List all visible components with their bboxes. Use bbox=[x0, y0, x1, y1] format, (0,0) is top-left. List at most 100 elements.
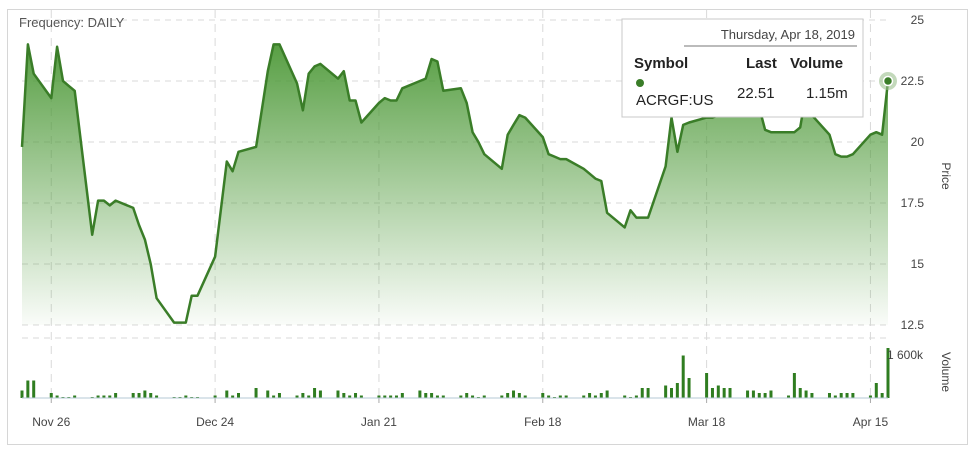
volume-bar bbox=[108, 395, 112, 398]
volume-bar bbox=[301, 393, 305, 398]
volume-bar bbox=[722, 388, 726, 398]
volume-bar bbox=[517, 393, 521, 398]
volume-bar bbox=[102, 395, 106, 398]
y-tick-label: 15 bbox=[911, 257, 925, 271]
chart-frame bbox=[7, 9, 968, 445]
volume-bar bbox=[710, 388, 714, 398]
tooltip-date: Thursday, Apr 18, 2019 bbox=[721, 27, 855, 42]
volume-bar bbox=[558, 395, 562, 398]
x-tick-label: Mar 18 bbox=[688, 415, 726, 429]
volume-bar bbox=[435, 395, 439, 398]
y-tick-label: 22.5 bbox=[901, 74, 925, 88]
volume-bar bbox=[588, 393, 592, 398]
volume-bar bbox=[55, 395, 59, 398]
volume-bar bbox=[500, 395, 504, 398]
volume-bar bbox=[681, 355, 685, 398]
volume-bar bbox=[318, 390, 322, 398]
volume-bar bbox=[874, 383, 878, 398]
y-tick-label: 25 bbox=[911, 13, 925, 27]
volume-bar bbox=[184, 395, 188, 398]
volume-bar bbox=[851, 393, 855, 398]
volume-bar bbox=[664, 385, 668, 398]
volume-bar bbox=[359, 395, 363, 398]
volume-bar bbox=[231, 395, 235, 398]
tooltip: Thursday, Apr 18, 2019 Symbol Last Volum… bbox=[621, 18, 864, 118]
volume-bar bbox=[225, 390, 229, 398]
volume-bar bbox=[73, 395, 77, 398]
volume-bar bbox=[845, 393, 849, 398]
volume-bar bbox=[114, 393, 118, 398]
volume-bar bbox=[394, 395, 398, 398]
volume-bar bbox=[804, 390, 808, 398]
volume-bar bbox=[582, 395, 586, 398]
volume-bar bbox=[277, 393, 281, 398]
y-tick-label: 12.5 bbox=[901, 318, 925, 332]
volume-bar bbox=[348, 395, 352, 398]
volume-bar bbox=[354, 393, 358, 398]
volume-bar bbox=[96, 395, 100, 398]
tooltip-header-symbol: Symbol bbox=[634, 55, 688, 72]
tooltip-series-dot bbox=[636, 79, 644, 87]
volume-layer bbox=[20, 348, 890, 398]
hover-marker-point[interactable] bbox=[882, 75, 894, 87]
volume-bar bbox=[705, 373, 709, 398]
volume-bar bbox=[482, 395, 486, 398]
volume-bar bbox=[20, 390, 24, 398]
tooltip-volume-value: 1.15m bbox=[806, 85, 848, 102]
volume-axis-title: Volume bbox=[939, 352, 953, 392]
volume-bar bbox=[342, 393, 346, 398]
volume-bar bbox=[833, 395, 837, 398]
volume-bar bbox=[675, 383, 679, 398]
volume-bar bbox=[313, 388, 317, 398]
tooltip-box bbox=[621, 18, 864, 118]
volume-bar bbox=[810, 393, 814, 398]
x-tick-label: Jan 21 bbox=[361, 415, 397, 429]
volume-bar bbox=[646, 388, 650, 398]
volume-bar bbox=[307, 395, 311, 398]
volume-bar bbox=[389, 395, 393, 398]
frequency-label: Frequency: DAILY bbox=[19, 15, 125, 30]
volume-tick-label: 1 600k bbox=[887, 348, 924, 362]
volume-bar bbox=[769, 390, 773, 398]
volume-bar bbox=[716, 385, 720, 398]
volume-bar bbox=[798, 388, 802, 398]
volume-bar bbox=[143, 390, 147, 398]
volume-bar bbox=[687, 378, 691, 398]
y-tick-label: 20 bbox=[911, 135, 925, 149]
volume-bar bbox=[459, 395, 463, 398]
volume-bar bbox=[757, 393, 761, 398]
volume-bar bbox=[593, 395, 597, 398]
volume-bar bbox=[295, 395, 299, 398]
volume-bar bbox=[763, 393, 767, 398]
volume-bar bbox=[640, 388, 644, 398]
tooltip-header-volume: Volume bbox=[790, 55, 843, 72]
volume-bar bbox=[634, 395, 638, 398]
volume-bar bbox=[512, 390, 516, 398]
price-area-fill bbox=[22, 44, 888, 326]
x-tick-label: Dec 24 bbox=[196, 415, 234, 429]
volume-bar bbox=[418, 390, 422, 398]
volume-bar bbox=[149, 393, 153, 398]
volume-bar bbox=[605, 390, 609, 398]
volume-bar bbox=[32, 380, 36, 398]
volume-bar bbox=[886, 348, 890, 398]
volume-bar bbox=[266, 390, 270, 398]
volume-bar bbox=[728, 388, 732, 398]
volume-bar bbox=[623, 395, 627, 398]
volume-bar bbox=[424, 393, 428, 398]
volume-bar bbox=[155, 395, 159, 398]
y-tick-label: 17.5 bbox=[901, 196, 925, 210]
volume-bar bbox=[792, 373, 796, 398]
tooltip-symbol-value: ACRGF:US bbox=[636, 92, 714, 109]
volume-bar bbox=[506, 393, 510, 398]
x-tick-label: Nov 26 bbox=[32, 415, 70, 429]
y-axis-title: Price bbox=[939, 162, 953, 190]
volume-bar bbox=[746, 390, 750, 398]
tooltip-last-value: 22.51 bbox=[737, 85, 775, 102]
volume-bar bbox=[465, 393, 469, 398]
volume-bar bbox=[541, 393, 545, 398]
volume-bar bbox=[441, 395, 445, 398]
volume-bar bbox=[523, 395, 527, 398]
